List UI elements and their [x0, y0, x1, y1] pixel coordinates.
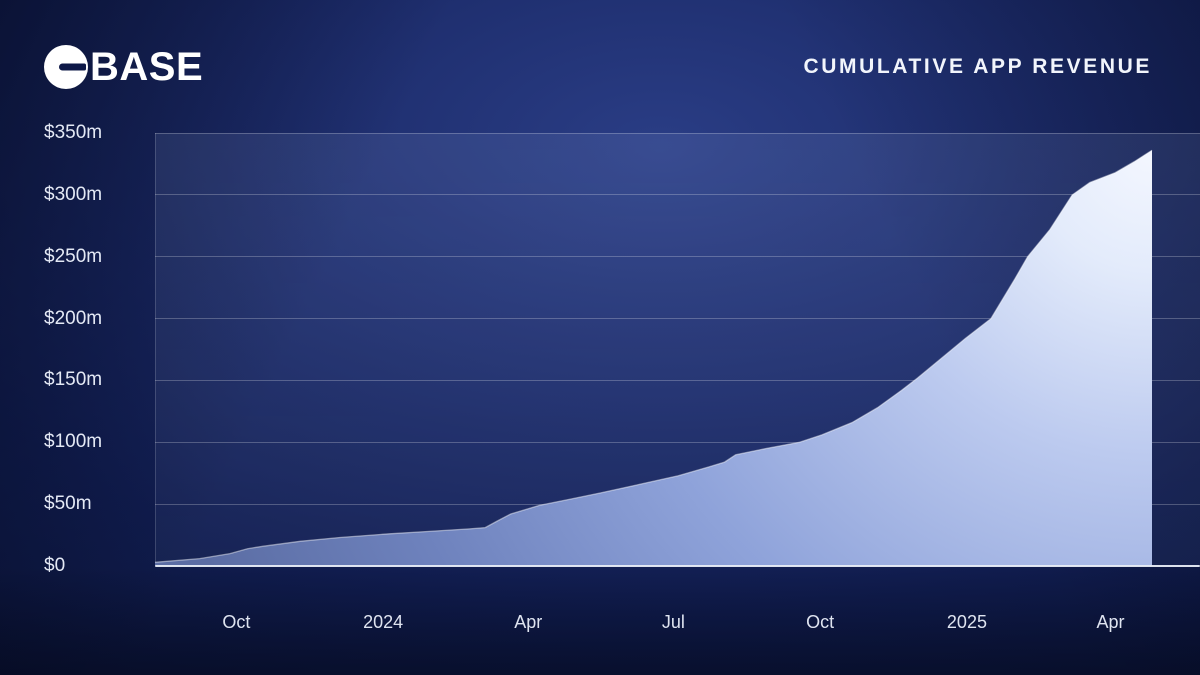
y-tick-label: $150m	[44, 369, 103, 391]
x-tick-label: Oct	[222, 612, 251, 632]
base-logo-dash	[59, 63, 86, 71]
y-tick-label: $50m	[44, 493, 92, 515]
y-tick-label: $0	[44, 555, 66, 576]
brand-name: BASE	[90, 45, 204, 89]
area-fill	[155, 150, 1152, 566]
base-logo-icon	[44, 45, 88, 89]
gridline	[155, 256, 1200, 258]
y-tick-label: $300m	[44, 183, 103, 205]
x-tick-label: 2025	[946, 612, 987, 632]
x-tick-label: Apr	[1096, 612, 1125, 632]
gridline	[155, 441, 1200, 443]
x-tick-label: Apr	[514, 612, 543, 632]
revenue-area-series	[155, 149, 1153, 566]
gridline	[155, 132, 1200, 134]
gridline	[155, 318, 1200, 320]
y-tick-label: $100m	[44, 431, 103, 453]
gridline	[155, 379, 1200, 381]
x-tick-label: 2024	[363, 612, 404, 632]
y-tick-label: $350m	[44, 122, 103, 143]
y-tick-label: $200m	[44, 307, 103, 329]
x-axis-line	[155, 565, 1200, 567]
x-tick-label: Jul	[661, 612, 685, 632]
gridline	[155, 194, 1200, 196]
x-tick-label: Oct	[806, 612, 835, 632]
area-top-line	[155, 149, 1153, 563]
chart-title: CUMULATIVE APP REVENUE	[803, 55, 1152, 78]
header: BASE CUMULATIVE APP REVENUE	[0, 0, 1200, 110]
brand: BASE	[44, 45, 203, 89]
y-tick-label: $250m	[44, 245, 103, 267]
